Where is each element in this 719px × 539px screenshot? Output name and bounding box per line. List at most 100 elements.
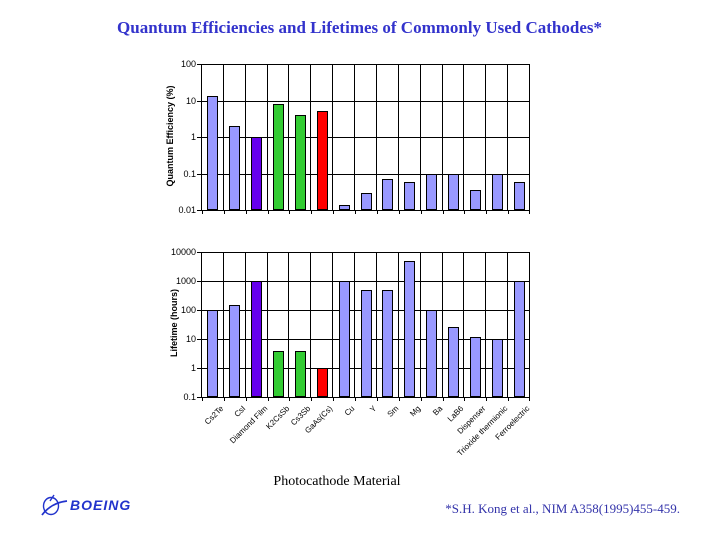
x-gridline [507,64,509,210]
x-gridline [244,64,246,210]
x-tick-mark [376,397,378,401]
boeing-logo-text: BOEING [70,497,132,513]
attribution: *S.H. Kong et al., NIM A358(1995)455-459… [445,501,680,516]
x-tick-mark [420,210,422,214]
x-gridline [375,252,377,397]
x-tick-mark [311,397,313,401]
bar-diamond-film [251,137,263,210]
bar-ferroelectric [513,281,525,397]
x-tick-mark [464,210,466,214]
y-tick-mark [197,64,201,65]
bar-sm [382,179,394,210]
bar-csi [229,126,241,210]
y-gridline [202,252,530,253]
bar-k2cssb [273,350,285,397]
x-tick-mark [464,397,466,401]
y-tick-label: 1000 [175,276,196,286]
x-gridline [375,64,377,210]
y-tick-label: 0.01 [178,205,196,215]
x-tick-mark [289,397,291,401]
x-tick-mark [355,397,357,401]
x-gridline [266,64,268,210]
bar-ba [426,310,438,397]
x-gridline [463,252,465,397]
bar-cs2te [207,310,219,397]
y-tick-mark [197,252,201,253]
y-gridline [202,100,530,102]
y-tick-label: 100 [180,305,196,315]
x-gridline [419,64,421,210]
x-gridline [485,64,487,210]
y-tick-label: 100 [180,59,196,69]
x-tick-mark [420,397,422,401]
quantum-efficiency-chart: 100 10 1 0.1 0.01 [178,60,530,215]
lifetime-chart: 10000 1000 100 10 1 0.1 Cs2Te CsI Diamond Film K2… [171,248,531,458]
x-tick-mark [333,210,335,214]
bar-cu [338,281,350,397]
bar-mg [404,181,416,210]
x-tick-mark [398,210,400,214]
x-tick-mark [223,397,225,401]
bar-ba [426,173,438,210]
x-gridline [419,252,421,397]
bar-cs2te [207,96,219,210]
bar-cs3sb [294,115,306,210]
bar-mg [404,260,416,397]
x-gridline [397,252,399,397]
x-tick-mark [245,210,247,214]
bar-diamond-film [251,281,263,397]
bar-dispenser [469,190,481,210]
bar-cu [338,204,350,210]
y-tick-mark [197,339,201,340]
y-tick-mark [197,210,201,211]
bar-dispenser [469,336,481,397]
x-tick-mark [442,397,444,401]
x-gridline [441,252,443,397]
y-gridline [202,281,530,282]
x-tick-mark [486,397,488,401]
x-tick-mark [486,210,488,214]
x-gridline [310,64,312,210]
chart2-y-axis-title: Lifetime (hours) [169,289,179,358]
boeing-logo: BOEING [40,492,131,518]
y-tick-label: 10 [185,334,196,344]
x-tick-mark [289,210,291,214]
bar-y [360,289,372,397]
x-gridline [529,252,530,397]
bar-cs3sb [294,350,306,397]
x-gridline [485,252,487,397]
x-tick-mark [398,397,400,401]
x-tick-mark [529,397,530,401]
bar-lab6 [447,173,459,210]
x-tick-mark [267,210,269,214]
x-tick-mark [442,210,444,214]
x-gridline [354,252,356,397]
bar-gaas-cs- [316,111,328,210]
y-tick-label: 10000 [170,247,196,257]
x-tick-mark [202,397,203,401]
x-gridline [463,64,465,210]
x-axis-title: Photocathode Material [273,474,401,489]
x-gridline [529,64,530,210]
y-tick-mark [197,397,201,398]
x-gridline [288,64,290,210]
x-gridline [441,64,443,210]
x-tick-mark [529,210,530,214]
x-gridline [332,252,334,397]
x-gridline [244,252,246,397]
y-tick-mark [197,137,201,138]
x-gridline [310,252,312,397]
y-tick-label: 1 [190,132,196,142]
x-gridline [222,64,224,210]
x-tick-mark [376,210,378,214]
y-tick-mark [197,100,201,102]
y-tick-mark [197,281,201,282]
x-tick-mark [508,210,510,214]
boeing-globe-icon [41,494,68,516]
x-tick-mark [223,210,225,214]
x-gridline [332,64,334,210]
x-tick-mark [508,397,510,401]
x-tick-mark [333,397,335,401]
x-gridline [507,252,509,397]
